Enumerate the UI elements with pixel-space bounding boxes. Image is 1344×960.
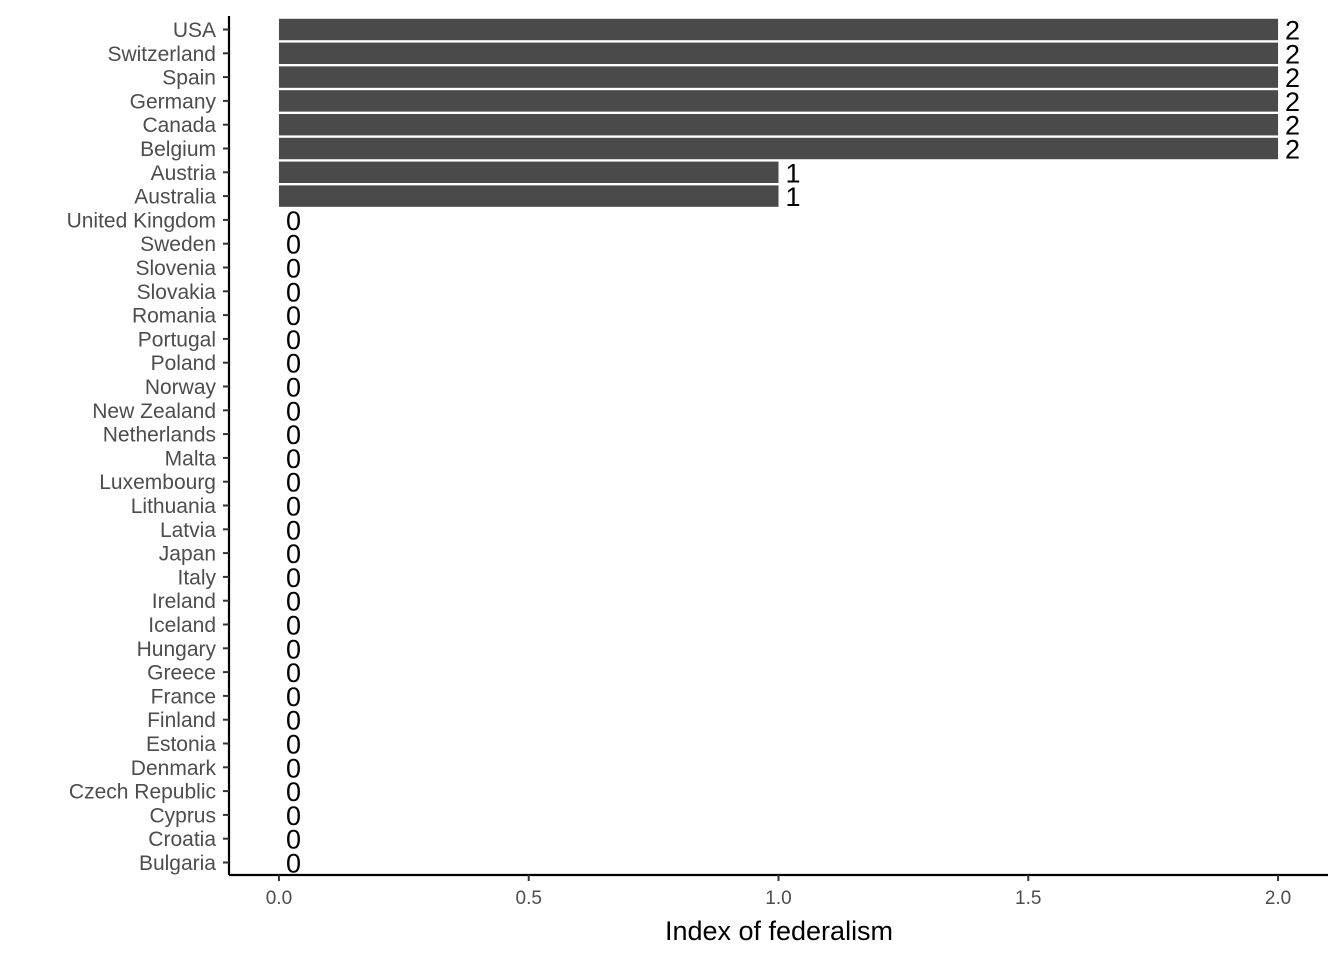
- value-label: 0: [286, 753, 301, 783]
- value-label: 0: [286, 420, 301, 450]
- value-label: 0: [286, 349, 301, 379]
- value-label: 0: [286, 730, 301, 760]
- y-tick-label: Luxembourg: [99, 471, 216, 494]
- y-tick-label: Italy: [177, 566, 216, 589]
- value-label: 0: [286, 587, 301, 617]
- value-label: 1: [786, 182, 801, 212]
- x-tick-label: 0.0: [266, 888, 292, 909]
- y-tick-label: Latvia: [160, 519, 216, 542]
- y-tick-label: Finland: [147, 709, 216, 732]
- value-label: 0: [286, 515, 301, 545]
- y-tick-label: Canada: [142, 114, 216, 137]
- value-label: 2: [1285, 111, 1300, 141]
- value-label: 0: [286, 277, 301, 307]
- value-label: 2: [1285, 39, 1300, 69]
- x-tick-label: 1.5: [1015, 888, 1041, 909]
- value-label: 2: [1285, 16, 1300, 46]
- y-tick-label: Belgium: [140, 138, 216, 161]
- y-tick-label: Norway: [145, 376, 217, 399]
- y-tick-label: New Zealand: [92, 400, 216, 423]
- y-tick-label: Iceland: [148, 614, 216, 637]
- x-tick-label: 0.5: [516, 888, 542, 909]
- value-label: 2: [1285, 63, 1300, 93]
- value-label: 0: [286, 611, 301, 641]
- x-tick-label: 1.0: [765, 888, 791, 909]
- bar: [278, 90, 1279, 112]
- y-tick-label: Poland: [151, 352, 216, 375]
- y-tick-label: Switzerland: [107, 43, 216, 66]
- y-tick-label: Austria: [151, 162, 217, 185]
- y-axis: USASwitzerlandSpainGermanyCanadaBelgiumA…: [67, 16, 231, 875]
- x-axis-title: Index of federalism: [665, 916, 893, 946]
- value-label: 2: [1285, 87, 1300, 117]
- value-label: 0: [286, 825, 301, 855]
- bar: [278, 18, 1279, 41]
- value-label: 0: [286, 849, 301, 879]
- y-tick-label: Greece: [147, 662, 216, 685]
- bars-group: [278, 18, 1279, 207]
- bar: [278, 42, 1279, 65]
- y-tick-label: Estonia: [146, 733, 216, 756]
- y-tick-label: Croatia: [148, 828, 216, 851]
- y-tick-label: Czech Republic: [69, 781, 216, 804]
- y-tick-label: Cyprus: [149, 804, 216, 827]
- y-tick-label: Spain: [162, 67, 216, 90]
- value-label: 0: [286, 325, 301, 355]
- value-label: 0: [286, 254, 301, 284]
- value-label: 0: [286, 539, 301, 569]
- y-tick-label: Malta: [165, 447, 217, 470]
- value-label: 0: [286, 230, 301, 260]
- bar: [278, 137, 1279, 160]
- bar: [278, 66, 1279, 88]
- y-tick-label: France: [151, 685, 216, 708]
- value-label: 0: [286, 777, 301, 807]
- value-label: 0: [286, 563, 301, 593]
- value-label: 0: [286, 206, 301, 236]
- bar: [278, 185, 779, 207]
- value-label: 0: [286, 396, 301, 426]
- y-tick-label: USA: [173, 19, 216, 42]
- y-tick-label: Portugal: [138, 328, 216, 351]
- value-label: 0: [286, 492, 301, 522]
- x-tick-label: 2.0: [1265, 888, 1291, 909]
- value-label: 1: [786, 158, 801, 188]
- y-tick-label: Bulgaria: [139, 852, 216, 875]
- y-tick-label: Germany: [130, 90, 217, 113]
- bar: [278, 113, 1279, 136]
- value-label: 0: [286, 468, 301, 498]
- value-label: 0: [286, 658, 301, 688]
- value-label: 0: [286, 444, 301, 474]
- y-tick-label: United Kingdom: [67, 209, 216, 232]
- y-tick-label: Denmark: [131, 757, 217, 780]
- y-tick-label: Romania: [132, 305, 216, 328]
- y-tick-label: Australia: [134, 186, 216, 209]
- y-tick-label: Sweden: [140, 233, 216, 256]
- y-tick-label: Hungary: [137, 638, 217, 661]
- value-label: 0: [286, 373, 301, 403]
- x-axis: 0.0 0.5 1.0 1.5 2.0: [229, 873, 1328, 909]
- value-label: 0: [286, 682, 301, 712]
- value-label: 0: [286, 634, 301, 664]
- bar: [278, 161, 779, 184]
- value-label: 0: [286, 301, 301, 331]
- value-label: 0: [286, 706, 301, 736]
- value-label: 2: [1285, 135, 1300, 165]
- y-tick-label: Ireland: [152, 590, 216, 613]
- value-label: 0: [286, 801, 301, 831]
- y-tick-label: Slovakia: [137, 281, 217, 304]
- y-tick-label: Slovenia: [135, 257, 216, 280]
- y-tick-label: Japan: [159, 543, 216, 566]
- y-tick-label: Netherlands: [103, 424, 216, 447]
- y-tick-label: Lithuania: [131, 495, 217, 518]
